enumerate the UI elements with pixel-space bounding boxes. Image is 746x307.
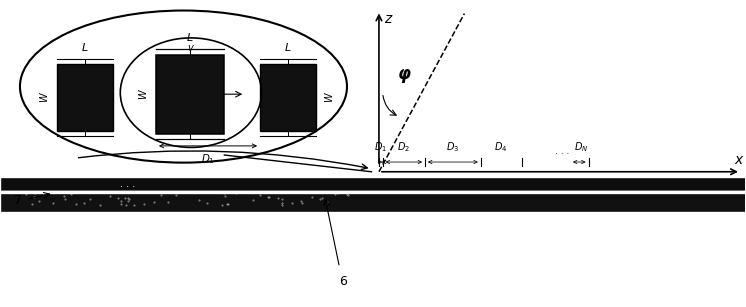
- Text: $D_N$: $D_N$: [574, 140, 589, 154]
- Text: φ: φ: [398, 65, 410, 84]
- Text: v: v: [187, 43, 193, 53]
- Text: W: W: [325, 92, 334, 102]
- Text: L: L: [285, 43, 291, 53]
- Bar: [1, 194, 745, 211]
- Bar: [1, 178, 745, 190]
- Text: $D_2$: $D_2$: [398, 140, 410, 154]
- Text: L: L: [82, 43, 88, 53]
- Text: W: W: [137, 89, 148, 99]
- Text: L: L: [187, 33, 193, 43]
- Text: $D_1$: $D_1$: [374, 140, 387, 154]
- Text: 7: 7: [14, 194, 22, 207]
- Bar: [156, 55, 225, 134]
- Text: $D_4$: $D_4$: [495, 140, 508, 154]
- Text: z: z: [384, 12, 392, 26]
- Text: $D_3$: $D_3$: [446, 140, 460, 154]
- Text: 6: 6: [339, 275, 347, 288]
- Text: $D_1$: $D_1$: [201, 152, 215, 166]
- Text: . . .: . . .: [120, 179, 135, 189]
- Text: x: x: [734, 153, 742, 167]
- Text: W: W: [39, 92, 48, 102]
- Text: . . .: . . .: [555, 147, 570, 156]
- Bar: [57, 64, 113, 131]
- Bar: [260, 64, 316, 131]
- Text: u: u: [196, 81, 202, 91]
